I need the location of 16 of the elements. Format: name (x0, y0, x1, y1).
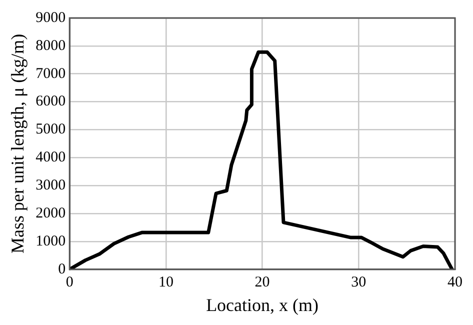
y-axis-title: Mass per unit length, μ (kg/m) (8, 34, 28, 254)
y-tick-label: 5000 (36, 122, 66, 138)
y-tick-label: 3000 (36, 178, 66, 194)
y-tick-label: 9000 (36, 10, 66, 26)
y-tick-label: 2000 (36, 205, 66, 222)
y-tick-label: 6000 (36, 94, 66, 110)
x-tick-label: 40 (448, 274, 462, 290)
x-tick-label: 20 (254, 274, 270, 290)
y-tick-label: 1000 (36, 233, 66, 250)
x-axis-title: Location, x (m) (206, 294, 319, 315)
x-tick-label: 10 (158, 274, 174, 290)
y-tick-label: 0 (58, 261, 66, 278)
y-tick-label: 8000 (36, 38, 66, 54)
y-tick-label: 7000 (36, 66, 66, 82)
y-tick-label: 4000 (36, 150, 66, 166)
x-tick-label: 30 (351, 274, 366, 290)
